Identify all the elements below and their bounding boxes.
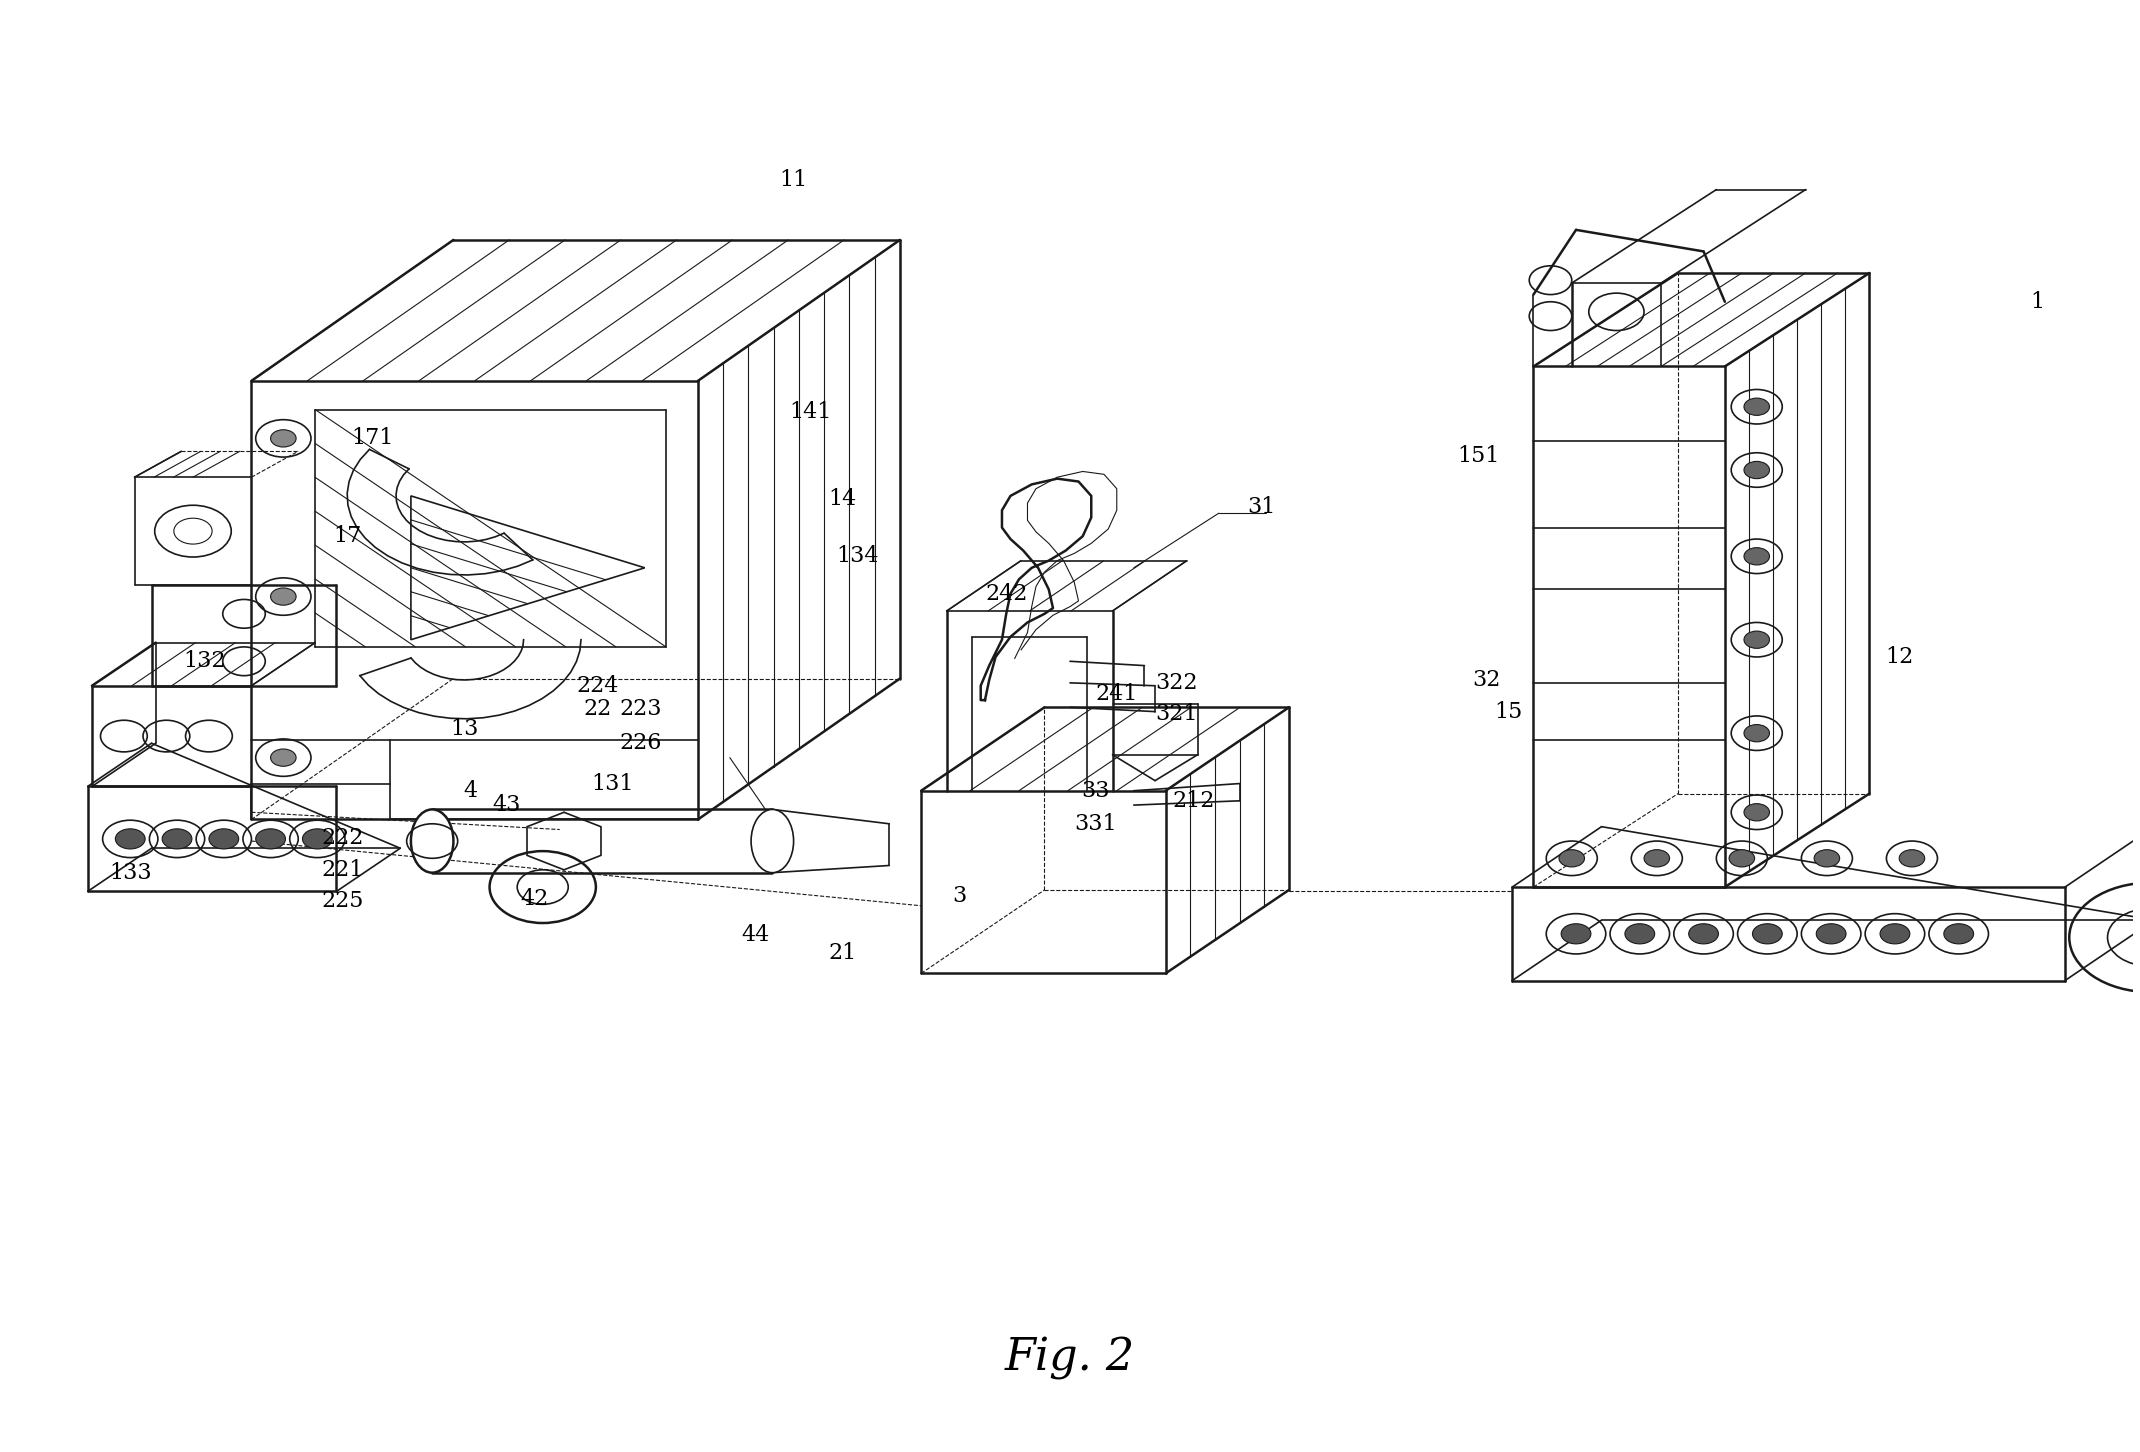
Text: 21: 21 (828, 942, 856, 964)
Text: 4: 4 (464, 780, 477, 802)
Circle shape (210, 829, 240, 849)
Text: 13: 13 (449, 717, 477, 741)
Text: 225: 225 (321, 890, 364, 912)
Text: 331: 331 (1074, 813, 1117, 835)
Text: 44: 44 (740, 923, 770, 945)
Circle shape (1815, 849, 1840, 867)
Circle shape (1744, 803, 1770, 820)
Circle shape (270, 430, 295, 447)
Circle shape (1881, 923, 1909, 944)
Text: 42: 42 (520, 887, 548, 909)
Text: 3: 3 (952, 884, 967, 906)
Circle shape (1744, 462, 1770, 479)
Text: 32: 32 (1472, 669, 1500, 691)
Circle shape (1744, 398, 1770, 415)
Text: Fig. 2: Fig. 2 (1006, 1337, 1134, 1381)
Circle shape (1898, 849, 1924, 867)
Circle shape (1562, 923, 1590, 944)
Text: 322: 322 (1156, 672, 1198, 694)
Text: 131: 131 (591, 772, 633, 794)
Text: 22: 22 (584, 698, 612, 720)
Text: 226: 226 (618, 732, 661, 754)
Text: 171: 171 (351, 427, 394, 449)
Text: 15: 15 (1494, 701, 1522, 723)
Text: 321: 321 (1156, 704, 1198, 726)
Circle shape (1817, 923, 1847, 944)
Circle shape (270, 749, 295, 767)
Circle shape (1744, 632, 1770, 649)
Circle shape (270, 588, 295, 605)
Text: 224: 224 (578, 675, 618, 697)
Text: 31: 31 (1248, 497, 1275, 518)
Circle shape (163, 829, 193, 849)
Ellipse shape (751, 809, 794, 873)
Text: 151: 151 (1457, 444, 1500, 466)
Circle shape (1729, 849, 1755, 867)
Circle shape (255, 829, 285, 849)
Text: 12: 12 (1885, 646, 1913, 668)
Circle shape (1560, 849, 1584, 867)
Ellipse shape (411, 809, 454, 873)
Circle shape (302, 829, 332, 849)
Text: 242: 242 (984, 582, 1027, 604)
Text: 241: 241 (1096, 684, 1138, 706)
Text: 11: 11 (779, 168, 807, 190)
Circle shape (1744, 547, 1770, 565)
Text: 14: 14 (828, 488, 856, 510)
Circle shape (1744, 725, 1770, 742)
Circle shape (116, 829, 146, 849)
Circle shape (1644, 849, 1669, 867)
Circle shape (1624, 923, 1654, 944)
Text: 223: 223 (618, 698, 661, 720)
Text: 33: 33 (1081, 780, 1111, 802)
Text: 141: 141 (790, 402, 832, 424)
Text: 222: 222 (321, 828, 364, 849)
Text: 43: 43 (492, 794, 520, 816)
Text: 17: 17 (334, 526, 362, 547)
Text: 221: 221 (321, 858, 364, 881)
Text: 132: 132 (184, 650, 227, 672)
Circle shape (1753, 923, 1783, 944)
Text: 133: 133 (109, 861, 152, 884)
Text: 1: 1 (2031, 290, 2044, 312)
Circle shape (1943, 923, 1973, 944)
Text: 212: 212 (1173, 790, 1216, 812)
Circle shape (1688, 923, 1718, 944)
Text: 134: 134 (837, 546, 880, 568)
